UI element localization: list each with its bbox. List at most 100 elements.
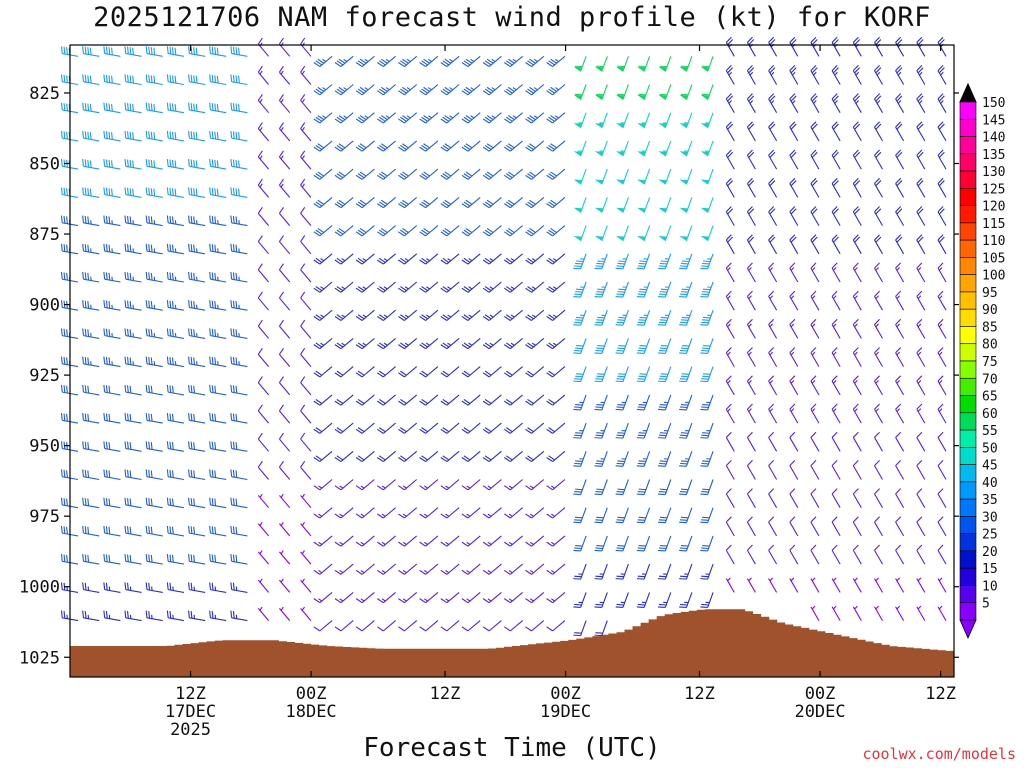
- wind-barb-full: [377, 203, 384, 209]
- wind-barb-staff: [874, 437, 883, 452]
- wind-barb-full: [209, 554, 211, 562]
- wind-barb: [103, 46, 121, 57]
- wind-barb: [419, 479, 439, 491]
- wind-barb-staff: [725, 437, 735, 452]
- wind-barb-staff: [231, 250, 248, 255]
- wind-barb-half: [727, 351, 731, 356]
- wind-barb-full: [484, 286, 492, 292]
- wind-barb-full: [465, 58, 473, 64]
- wind-barb-full: [150, 526, 153, 535]
- colorbar-label: 150: [982, 96, 1005, 111]
- wind-barb-half: [684, 122, 689, 124]
- wind-barb-full: [169, 131, 172, 139]
- wind-barb: [313, 225, 333, 237]
- wind-barb-full: [916, 403, 923, 410]
- wind-barb-full: [440, 513, 448, 519]
- wind-barb-half: [364, 115, 369, 119]
- wind-barb-full: [548, 88, 555, 94]
- colorbar-label: 20: [982, 545, 998, 560]
- wind-barb-half: [620, 573, 625, 575]
- wind-barb: [700, 253, 714, 270]
- wind-barb-full: [658, 378, 667, 380]
- wind-barb-staff: [664, 507, 672, 523]
- wind-barb: [504, 309, 523, 321]
- wind-barb: [440, 112, 460, 124]
- wind-barb-staff: [810, 606, 820, 621]
- colorbar-swatch: [959, 343, 977, 362]
- wind-barb: [230, 243, 248, 255]
- wind-barb: [916, 577, 926, 593]
- wind-barb: [188, 582, 206, 593]
- wind-barb-full: [527, 60, 534, 66]
- wind-barb-full: [111, 132, 113, 140]
- wind-barb: [355, 225, 375, 237]
- wind-barb: [103, 441, 121, 452]
- wind-barb-staff: [810, 239, 820, 255]
- wind-barb-full: [400, 286, 407, 292]
- wind-barb-half: [529, 541, 534, 545]
- wind-barb-staff: [622, 479, 629, 495]
- wind-barb-full: [378, 144, 386, 150]
- wind-barb-half: [301, 70, 305, 75]
- wind-barb: [546, 450, 566, 463]
- wind-barb: [166, 46, 184, 57]
- wind-barb-full: [482, 513, 490, 519]
- wind-barb: [461, 620, 481, 632]
- wind-barb-full: [171, 470, 174, 478]
- wind-barb-half: [301, 522, 305, 526]
- wind-barb-full: [810, 460, 817, 467]
- wind-barb-full: [193, 47, 196, 55]
- wind-barb-full: [357, 201, 365, 207]
- wind-barb-half: [259, 493, 263, 498]
- wind-barb-full: [402, 143, 409, 149]
- wind-barb-full: [357, 314, 365, 320]
- wind-barb: [103, 582, 121, 593]
- wind-barb-full: [702, 345, 711, 347]
- wind-barb-staff: [768, 267, 778, 283]
- wind-barb-half: [404, 286, 409, 290]
- wind-barb-full: [89, 132, 92, 140]
- wind-barb-staff: [937, 380, 947, 396]
- wind-barb-staff: [580, 451, 587, 467]
- wind-barb: [257, 235, 270, 255]
- wind-barb: [725, 347, 735, 367]
- wind-barb-staff: [916, 578, 926, 593]
- wind-barb-full: [334, 428, 342, 434]
- wind-barb-full: [637, 434, 646, 437]
- wind-barb: [398, 620, 418, 632]
- wind-barb-full: [727, 67, 734, 74]
- wind-barb-full: [727, 208, 734, 215]
- wind-barb: [419, 394, 439, 406]
- wind-barb-half: [153, 248, 156, 253]
- wind-barb: [230, 130, 248, 142]
- wind-barb-full: [188, 554, 190, 562]
- wind-barb-staff: [146, 222, 163, 227]
- wind-barb-half: [129, 586, 132, 591]
- wind-barb-full: [440, 541, 448, 547]
- wind-barb-half: [555, 115, 559, 119]
- wind-barb: [313, 281, 333, 293]
- wind-barb-full: [84, 131, 87, 139]
- wind-barb-staff: [446, 422, 460, 434]
- wind-barb-full: [637, 519, 646, 521]
- wind-barb: [937, 290, 947, 311]
- wind-barb: [615, 535, 629, 552]
- wind-barb: [313, 84, 333, 96]
- wind-barb-full: [810, 375, 817, 382]
- colorbar-swatch: [959, 395, 977, 414]
- wind-barb-staff: [83, 504, 100, 509]
- wind-barb: [461, 55, 481, 68]
- wind-barb-staff: [210, 306, 227, 311]
- wind-barb: [188, 525, 206, 537]
- wind-barb-half: [875, 267, 879, 271]
- wind-barb-staff: [746, 521, 756, 537]
- wind-barb: [768, 262, 778, 283]
- wind-barb: [124, 215, 142, 227]
- wind-barb-staff: [168, 589, 184, 593]
- wind-barb-full: [214, 554, 217, 563]
- wind-barb-full: [595, 632, 603, 634]
- wind-barb: [895, 516, 905, 537]
- credit-link[interactable]: coolwx.com/models: [862, 745, 1016, 763]
- wind-barb-full: [315, 173, 323, 179]
- wind-barb-half: [684, 150, 689, 152]
